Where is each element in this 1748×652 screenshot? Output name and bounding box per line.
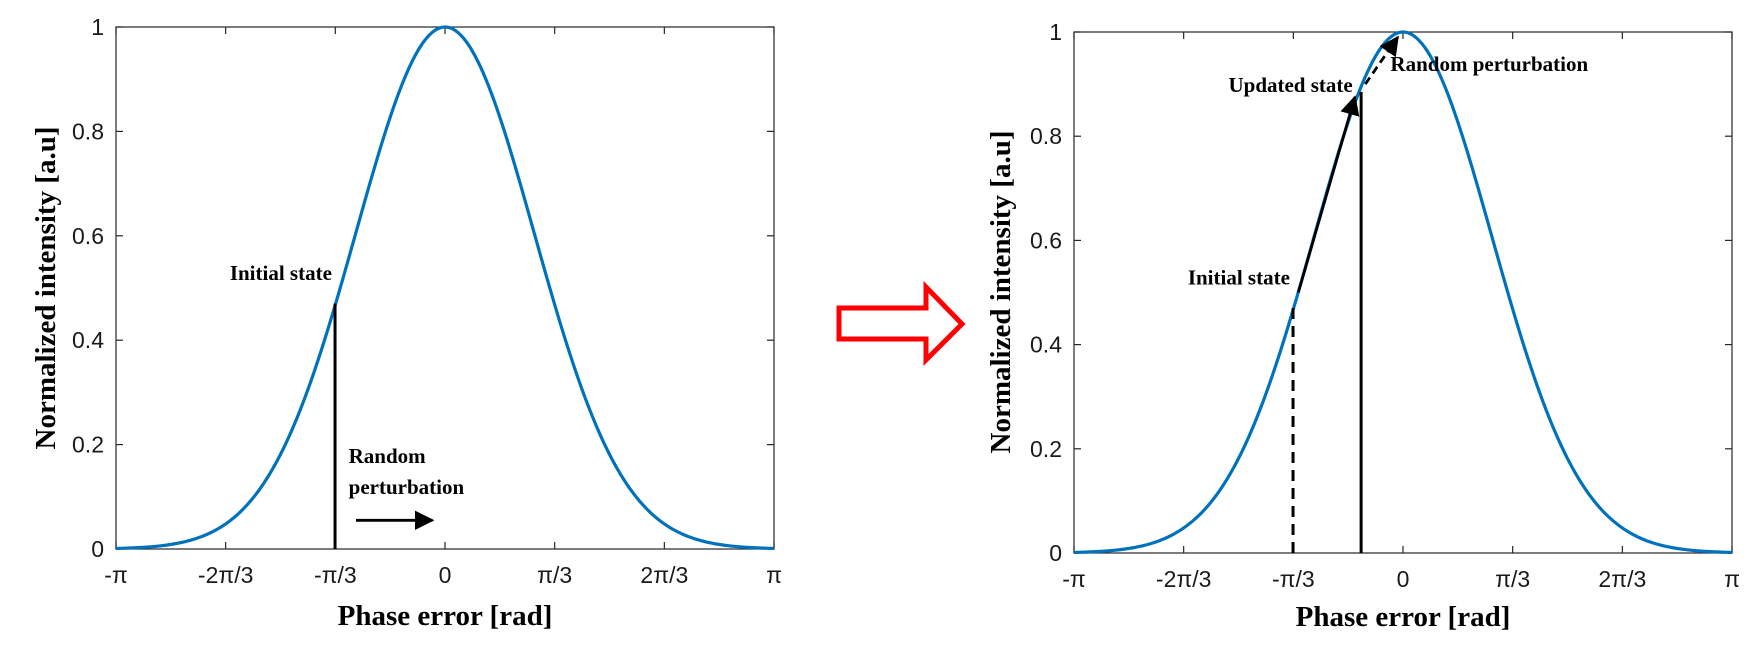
left-series-line: [115, 25, 775, 551]
x-tick-label: π/3: [537, 562, 572, 588]
annotation-label: Random: [349, 444, 427, 468]
x-tick-label: -2π/3: [1156, 566, 1212, 592]
x-tick-label: π: [1724, 566, 1740, 592]
right-ticks: [1073, 31, 1733, 554]
y-tick-label: 0.8: [1030, 123, 1062, 149]
right-y-axis-title: Normalized intensity [a.u]: [985, 131, 1017, 454]
x-tick-label: -π/3: [314, 562, 357, 588]
annotation-label: Updated state: [1228, 73, 1352, 97]
right-series-line: [1073, 30, 1733, 555]
x-tick-label: -π/3: [1272, 566, 1315, 592]
y-tick-label: 0: [91, 536, 104, 562]
annotation-label: Initial state: [1188, 266, 1290, 290]
left-y-tick-labels: 0 0.2 0.4 0.6 0.8 1: [72, 14, 104, 562]
x-tick-label: π/3: [1495, 566, 1530, 592]
x-tick-label: 2π/3: [1598, 566, 1646, 592]
y-tick-label: 1: [1049, 19, 1062, 45]
left-plot-frame: [115, 26, 775, 550]
left-x-tick-labels: -π -2π/3 -π/3 0 π/3 2π/3 π: [104, 562, 782, 588]
left-annotations: Initial state Random perturbation: [230, 261, 465, 499]
right-plot-frame: [1073, 31, 1733, 554]
left-x-axis-title: Phase error [rad]: [338, 600, 553, 632]
x-tick-label: 0: [439, 562, 452, 588]
right-vlines: [1291, 91, 1363, 553]
y-tick-label: 0.6: [1030, 227, 1062, 253]
right-y-tick-labels: 0 0.2 0.4 0.6 0.8 1: [1030, 19, 1062, 566]
right-chart: -π -2π/3 -π/3 0 π/3 2π/3 π 0 0.2 0.4 0.6 0.8 1 Init…: [985, 19, 1740, 633]
left-ticks: [115, 26, 775, 550]
y-tick-label: 0.6: [72, 223, 104, 249]
y-tick-label: 0.4: [72, 327, 104, 353]
right-x-axis-title: Phase error [rad]: [1296, 601, 1511, 633]
x-tick-label: -π: [104, 562, 128, 588]
x-tick-label: -2π/3: [198, 562, 254, 588]
y-tick-label: 0.2: [72, 432, 104, 458]
annotation-arrow: [1296, 95, 1360, 293]
x-tick-label: 2π/3: [640, 562, 688, 588]
y-tick-label: 1: [91, 14, 104, 40]
annotation-arrow: [1364, 35, 1399, 85]
y-tick-label: 0.4: [1030, 332, 1062, 358]
right-annotations: Initial state Updated state Random perturb…: [1188, 52, 1589, 290]
x-tick-label: -π: [1062, 566, 1086, 592]
x-tick-label: π: [766, 562, 782, 588]
annotation-label: perturbation: [349, 475, 465, 499]
y-tick-label: 0.8: [72, 118, 104, 144]
annotation-label: Random perturbation: [1390, 52, 1588, 76]
left-chart: -π -2π/3 -π/3 0 π/3 2π/3 π 0 0.2 0.4 0.6 0.8 1 Init…: [30, 14, 782, 632]
annotation-label: Initial state: [230, 261, 332, 285]
x-tick-label: 0: [1397, 566, 1410, 592]
right-arrows: [1296, 35, 1399, 293]
y-tick-label: 0.2: [1030, 436, 1062, 462]
y-tick-label: 0: [1049, 540, 1062, 566]
right-x-tick-labels: -π -2π/3 -π/3 0 π/3 2π/3 π: [1062, 566, 1740, 592]
left-y-axis-title: Normalized intensity [a.u]: [30, 127, 62, 450]
transition-arrow-icon: [836, 280, 966, 367]
